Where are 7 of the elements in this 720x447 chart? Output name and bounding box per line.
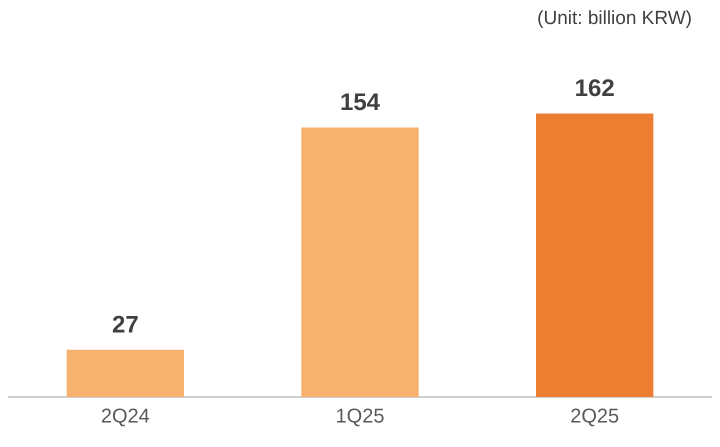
x-tick-label: 1Q25 xyxy=(336,406,384,428)
x-tick-label: 2Q24 xyxy=(100,406,150,428)
data-label: 154 xyxy=(340,89,381,116)
text: (Unit: billion KRW) xyxy=(536,8,693,31)
data-label: 162 xyxy=(574,75,615,102)
data-label: 27 xyxy=(112,311,139,338)
x-tick-label: 2Q25 xyxy=(570,406,620,428)
